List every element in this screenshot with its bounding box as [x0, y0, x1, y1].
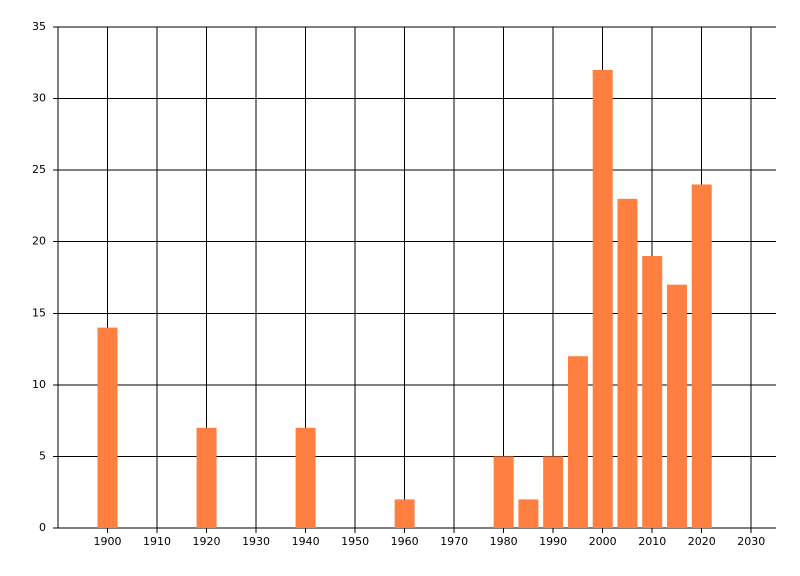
x-tick-label: 1960 — [391, 535, 419, 548]
bar — [617, 198, 638, 528]
bar — [543, 456, 564, 528]
y-tick-label: 35 — [32, 20, 46, 33]
bar — [196, 427, 217, 528]
x-tick-label: 1970 — [440, 535, 468, 548]
y-tick-label: 25 — [32, 163, 46, 176]
x-tick-label: 1950 — [341, 535, 369, 548]
bar — [518, 499, 539, 528]
bar — [691, 184, 712, 528]
bar — [493, 456, 514, 528]
bar — [666, 284, 687, 528]
x-tick-label: 1990 — [539, 535, 567, 548]
x-tick-label: 2020 — [688, 535, 716, 548]
bar — [394, 499, 415, 528]
y-tick-label: 10 — [32, 378, 46, 391]
bar — [567, 356, 588, 528]
x-tick-label: 1980 — [490, 535, 518, 548]
y-tick-label: 5 — [39, 449, 46, 462]
y-tick-label: 0 — [39, 521, 46, 534]
bar — [295, 427, 316, 528]
x-tick-label: 1900 — [94, 535, 122, 548]
x-tick-label: 2000 — [589, 535, 617, 548]
x-tick-label: 1940 — [292, 535, 320, 548]
y-tick-label: 20 — [32, 235, 46, 248]
x-tick-label: 2030 — [737, 535, 765, 548]
y-tick-label: 30 — [32, 92, 46, 105]
bar — [97, 327, 118, 528]
y-tick-label: 15 — [32, 306, 46, 319]
bar — [642, 256, 663, 528]
x-tick-label: 1920 — [193, 535, 221, 548]
x-tick-label: 1910 — [143, 535, 171, 548]
x-tick-label: 1930 — [242, 535, 270, 548]
x-tick-label: 2010 — [638, 535, 666, 548]
bar — [592, 69, 613, 528]
